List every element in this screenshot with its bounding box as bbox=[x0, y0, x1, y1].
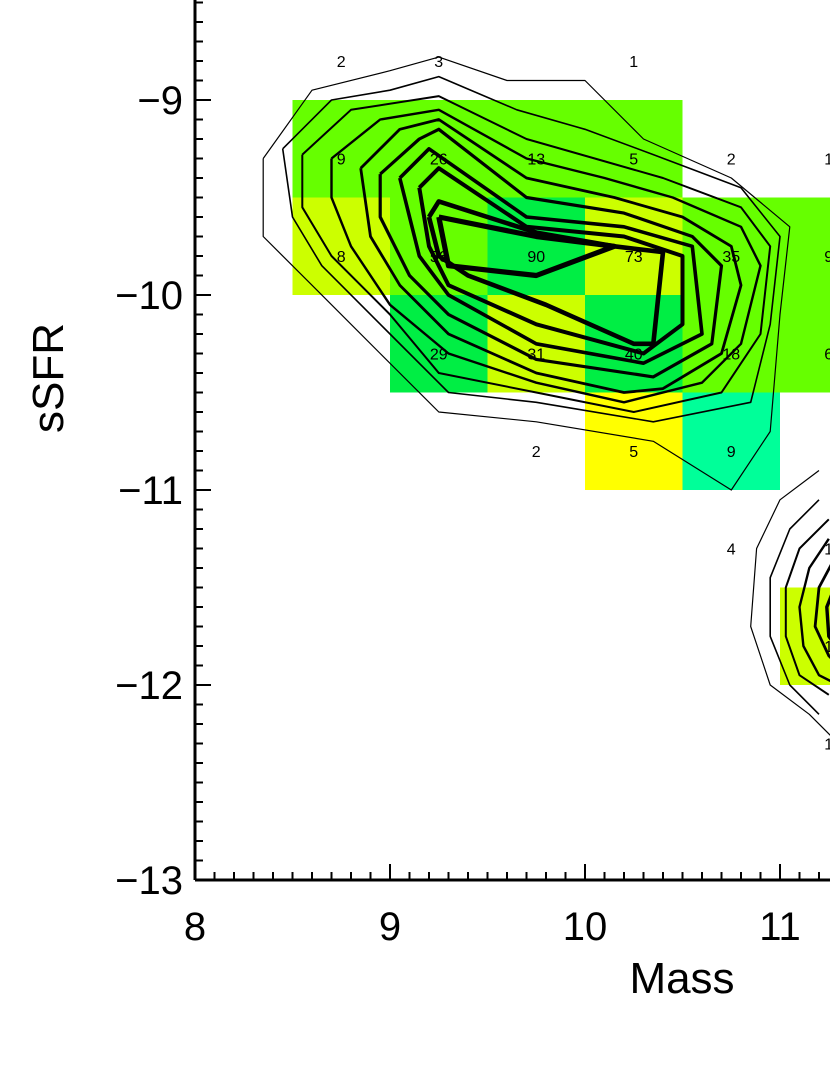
x-tick-label: 8 bbox=[184, 905, 206, 949]
heatmap-cell bbox=[780, 197, 830, 295]
bin-count-label: 2 bbox=[532, 444, 541, 461]
contour-line bbox=[301, 95, 772, 413]
x-tick-label: 10 bbox=[563, 905, 608, 949]
bin-count-label: 4 bbox=[727, 542, 736, 559]
bin-count-label: 1 bbox=[824, 542, 830, 559]
contour-line bbox=[359, 118, 743, 394]
y-tick-label: −9 bbox=[137, 79, 183, 123]
heatmap-cells bbox=[292, 100, 830, 685]
bin-count-label: 2 bbox=[727, 152, 736, 169]
bin-count-label: 2 bbox=[337, 54, 346, 71]
bin-count-label: 90 bbox=[527, 249, 545, 266]
axes: −9−10−11−12−138 9 10 11 bbox=[115, 0, 830, 949]
bin-count-label: 18 bbox=[722, 347, 740, 364]
y-tick-label: −13 bbox=[115, 859, 183, 903]
bin-count-label: 40 bbox=[625, 347, 643, 364]
density-contours bbox=[262, 56, 830, 736]
contour-line bbox=[417, 166, 685, 356]
bin-count-label: 73 bbox=[625, 249, 643, 266]
contour-line bbox=[813, 563, 830, 659]
bin-count-label: 31 bbox=[527, 347, 545, 364]
bin-count-label: 5 bbox=[629, 152, 638, 169]
contour-line bbox=[750, 470, 830, 736]
y-axis-title: sSFR bbox=[24, 323, 73, 433]
x-axis-title: Mass bbox=[629, 954, 734, 1003]
bin-count-label: 13 bbox=[527, 152, 545, 169]
contour-line bbox=[330, 108, 762, 404]
bin-count-label: 26 bbox=[430, 152, 448, 169]
bin-count-label: 9 bbox=[337, 152, 346, 169]
bin-count-label: 3 bbox=[434, 54, 443, 71]
bin-count-label: 9 bbox=[727, 444, 736, 461]
bin-count-label: 1 bbox=[629, 54, 638, 71]
bin-count-label: 8 bbox=[337, 249, 346, 266]
bin-count-label: 29 bbox=[430, 347, 448, 364]
bin-count-labels: 2 3 19 26 13 5 2 18 56 90 73 35 929 31 40 18 62 5 94 111 bbox=[337, 54, 830, 754]
contour-line bbox=[825, 594, 830, 641]
y-tick-label: −12 bbox=[115, 664, 183, 708]
heatmap-cell bbox=[780, 295, 830, 393]
bin-count-label: 5 bbox=[629, 444, 638, 461]
bin-count-label: 56 bbox=[430, 249, 448, 266]
contour-line bbox=[769, 499, 820, 715]
contour-line bbox=[281, 75, 781, 423]
contour-line bbox=[436, 214, 617, 279]
bin-count-label: 1 bbox=[824, 639, 830, 656]
contour-line bbox=[378, 127, 724, 379]
x-tick-label: 9 bbox=[379, 905, 401, 949]
contour-line bbox=[784, 518, 830, 696]
contour-line bbox=[798, 538, 830, 683]
y-tick-label: −10 bbox=[115, 274, 183, 318]
x-tick-label: 11 bbox=[759, 905, 801, 949]
heatmap-cell bbox=[585, 100, 683, 198]
contour-line bbox=[262, 56, 791, 491]
heatmap-cell bbox=[585, 392, 683, 490]
heatmap-cell bbox=[682, 392, 780, 490]
bin-count-label: 1 bbox=[824, 737, 830, 754]
y-tick-label: −11 bbox=[118, 469, 183, 513]
heatmap-cell bbox=[292, 100, 390, 198]
bin-count-label: 9 bbox=[824, 249, 830, 266]
bin-count-label: 1 bbox=[824, 152, 830, 169]
bin-count-label: 35 bbox=[722, 249, 740, 266]
heatmap-cell bbox=[780, 587, 830, 685]
contour-line bbox=[398, 147, 704, 366]
bin-count-label: 6 bbox=[824, 347, 830, 364]
